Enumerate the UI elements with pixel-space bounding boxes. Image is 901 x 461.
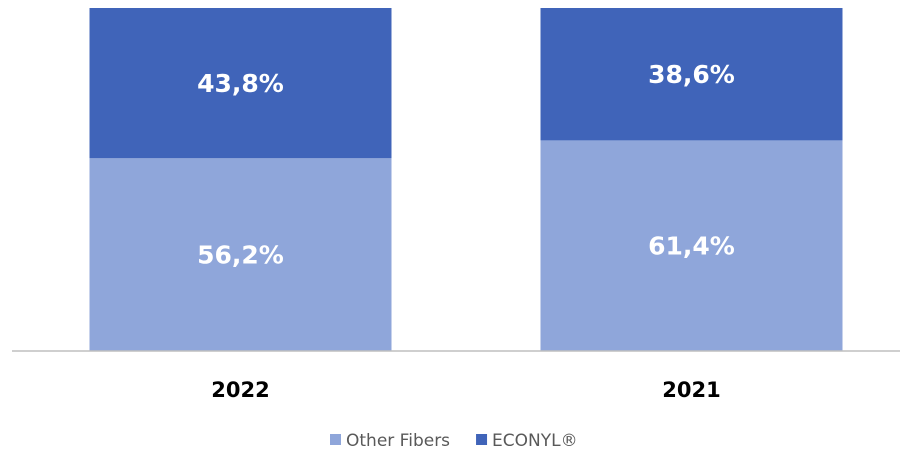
value-label: 56,2% (197, 241, 284, 270)
x-tick-label: 2022 (211, 378, 269, 402)
value-label: 43,8% (197, 69, 284, 98)
legend-swatch (330, 434, 341, 445)
x-tick-label: 2021 (662, 378, 720, 402)
bar-segment (89, 8, 392, 159)
legend-label: ECONYL® (492, 431, 578, 451)
bar-segment (540, 8, 843, 141)
bar-segment (540, 140, 843, 351)
legend-swatch (476, 434, 488, 445)
value-label: 61,4% (648, 232, 735, 261)
legend-label: Other Fibers (346, 431, 450, 451)
bar-segment (89, 158, 392, 351)
value-label: 38,6% (648, 60, 735, 89)
